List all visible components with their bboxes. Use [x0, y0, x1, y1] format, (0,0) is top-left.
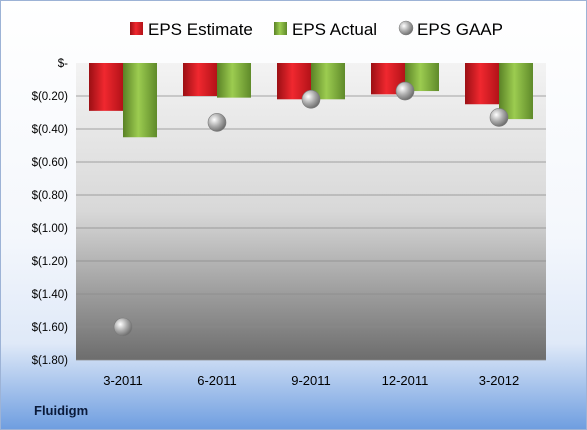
legend-label: EPS Actual — [292, 20, 377, 39]
gaap-point — [113, 317, 133, 337]
x-axis: 3-2011 6-2011 9-2011 12-2011 3-2012 — [103, 373, 519, 388]
gaap-point — [301, 90, 321, 109]
y-tick-label: $(1.60) — [32, 322, 69, 334]
bar-actual — [217, 63, 251, 98]
bar-estimate — [183, 63, 217, 96]
gaap-point — [395, 81, 415, 101]
y-tick-label: $(1.20) — [32, 256, 69, 268]
x-tick-label: 6-2011 — [197, 373, 237, 388]
legend-label: EPS GAAP — [417, 20, 503, 39]
bar-estimate — [89, 63, 123, 111]
x-tick-label: 12-2011 — [382, 373, 429, 388]
x-tick-label: 3-2012 — [479, 373, 519, 388]
y-tick-label: $(1.00) — [32, 223, 69, 235]
legend-label: EPS Estimate — [148, 20, 253, 39]
x-tick-label: 9-2011 — [291, 373, 331, 388]
bar-estimate — [465, 63, 499, 105]
legend: EPS Estimate EPS Actual EPS GAAP — [130, 20, 503, 39]
y-tick-label: $(0.60) — [32, 157, 69, 169]
legend-swatch — [398, 20, 414, 36]
y-tick-label: $(1.40) — [32, 289, 69, 301]
y-tick-label: $(0.20) — [32, 91, 69, 103]
x-tick-label: 3-2011 — [103, 373, 143, 388]
y-tick-label: $(0.40) — [32, 124, 69, 136]
y-tick-label: $(1.80) — [32, 355, 69, 367]
bar-actual — [499, 63, 533, 120]
gaap-point — [207, 113, 227, 132]
gaap-point — [489, 108, 509, 127]
y-tick-label: $- — [58, 58, 68, 70]
bar-actual — [123, 63, 157, 138]
gaap-points — [113, 81, 509, 337]
y-axis: $- $(0.20) $(0.40) $(0.60) $(0.80) $(1.00) $(1… — [32, 58, 69, 367]
bars — [89, 63, 533, 138]
company-name: Fluidigm — [34, 403, 89, 418]
y-tick-label: $(0.80) — [32, 190, 69, 202]
legend-swatch — [130, 22, 143, 35]
legend-swatch — [274, 22, 287, 35]
